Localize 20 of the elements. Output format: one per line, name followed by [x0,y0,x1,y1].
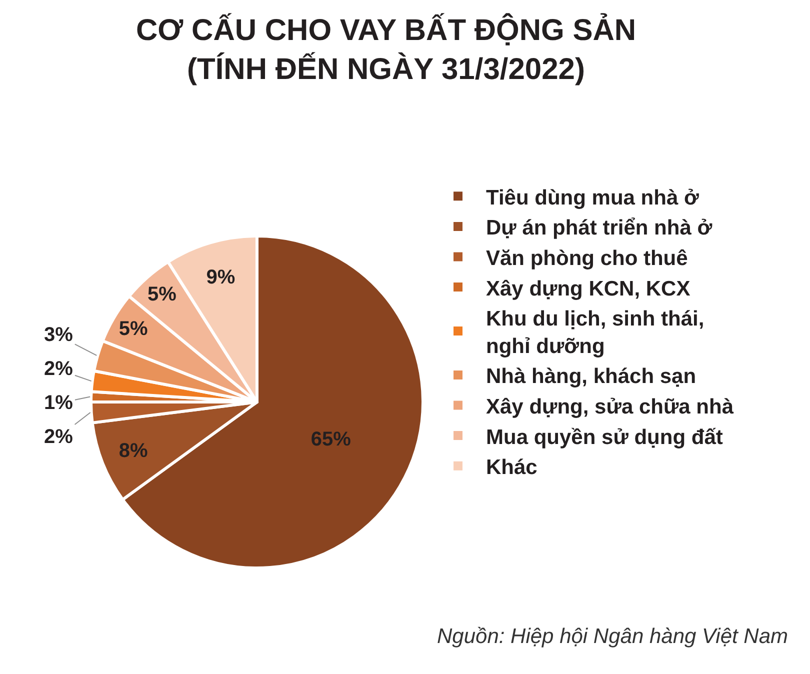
data-label: 2% [44,426,74,448]
data-label: 9% [206,266,236,288]
data-label: 5% [148,283,177,306]
legend-label: Dự án phát triển nhà ở [486,216,712,240]
data-label: 5% [118,318,148,340]
data-label: 8% [118,440,148,462]
legend-label: Xây dựng KCN, KCX [486,277,690,300]
legend-label: Tiêu dùng mua nhà ở [486,186,699,210]
text: Nguồn: Hiệp hội Ngân hàng Việt Nam [437,625,788,648]
legend-label: Xây dựng, sửa chữa nhà [486,395,734,418]
data-label: 3% [44,324,74,346]
legend-label: Nhà hàng, khách sạn [486,365,696,388]
legend-label: Khu du lịch, sinh thái, nghỉ dưỡng [486,308,704,358]
data-label: 2% [44,358,74,380]
legend-label: Khác [486,456,538,480]
data-label: 1% [44,392,74,414]
chart-title: CƠ CẤU CHO VAY BẤT ĐỘNG SẢN (TÍNH ĐẾN NGÀY 31/3/2022) [136,13,636,86]
legend-label: Mua quyền sử dụng đất [486,426,723,449]
data-label: 65% [310,428,352,451]
legend-label: Văn phòng cho thuê [486,246,688,270]
